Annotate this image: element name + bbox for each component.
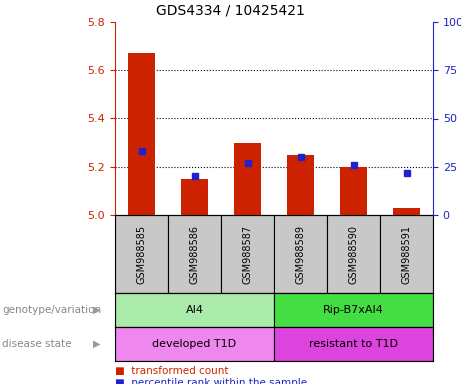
Text: genotype/variation: genotype/variation bbox=[2, 305, 101, 315]
Bar bbox=[221, 215, 274, 293]
Text: GSM988589: GSM988589 bbox=[296, 225, 306, 283]
Text: AI4: AI4 bbox=[185, 305, 203, 315]
Text: ▶: ▶ bbox=[93, 339, 100, 349]
Bar bbox=[274, 293, 433, 327]
Bar bbox=[115, 327, 274, 361]
Text: GSM988591: GSM988591 bbox=[402, 225, 412, 283]
Text: GSM988587: GSM988587 bbox=[242, 224, 253, 283]
Text: developed T1D: developed T1D bbox=[153, 339, 236, 349]
Bar bbox=[115, 293, 274, 327]
Text: GSM988590: GSM988590 bbox=[349, 225, 359, 283]
Bar bbox=[168, 215, 221, 293]
Text: ▶: ▶ bbox=[93, 305, 100, 315]
Bar bbox=[128, 53, 155, 215]
Text: GSM988586: GSM988586 bbox=[189, 225, 200, 283]
Bar bbox=[340, 167, 367, 215]
Text: ■  percentile rank within the sample: ■ percentile rank within the sample bbox=[115, 378, 307, 384]
Text: GSM988585: GSM988585 bbox=[136, 224, 147, 283]
Bar bbox=[327, 215, 380, 293]
Text: Rip-B7xAI4: Rip-B7xAI4 bbox=[323, 305, 384, 315]
Bar bbox=[393, 208, 420, 215]
Bar bbox=[274, 327, 433, 361]
Bar bbox=[287, 155, 314, 215]
Bar bbox=[380, 215, 433, 293]
Bar bbox=[181, 179, 208, 215]
Bar bbox=[234, 142, 261, 215]
Bar bbox=[274, 215, 327, 293]
Bar bbox=[115, 215, 168, 293]
Text: ■  transformed count: ■ transformed count bbox=[115, 366, 229, 376]
Text: GDS4334 / 10425421: GDS4334 / 10425421 bbox=[156, 3, 305, 17]
Text: resistant to T1D: resistant to T1D bbox=[309, 339, 398, 349]
Text: disease state: disease state bbox=[2, 339, 71, 349]
